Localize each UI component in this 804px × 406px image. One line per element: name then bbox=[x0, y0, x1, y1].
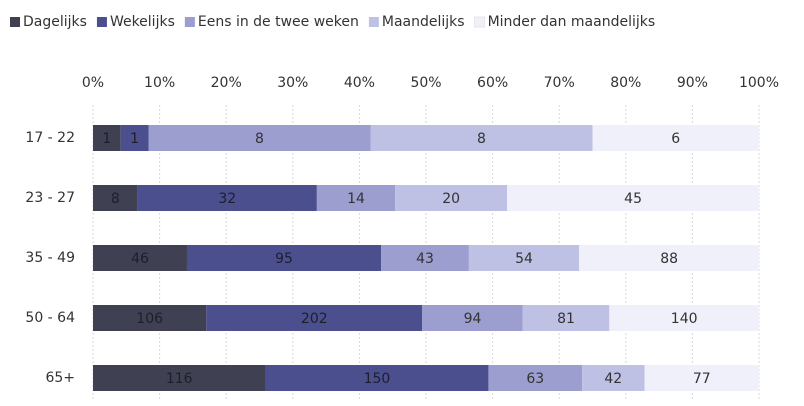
bar-segment bbox=[370, 125, 593, 151]
x-tick-label: 70% bbox=[544, 75, 575, 91]
bar-segment bbox=[186, 245, 382, 271]
bar-value-label: 43 bbox=[416, 251, 434, 267]
x-tick-label: 20% bbox=[211, 75, 242, 91]
bar-segment bbox=[137, 185, 317, 211]
bar-value-label: 20 bbox=[442, 191, 460, 207]
bar-value-label: 1 bbox=[130, 131, 139, 147]
bar-segment bbox=[579, 245, 759, 271]
bar-segment bbox=[206, 305, 423, 331]
bar-value-label: 6 bbox=[671, 131, 680, 147]
bar-segment bbox=[381, 245, 469, 271]
y-tick-label: 50 - 64 bbox=[25, 310, 75, 326]
legend-swatch bbox=[368, 17, 379, 27]
bar-value-label: 81 bbox=[557, 311, 575, 327]
bar-value-label: 32 bbox=[218, 191, 236, 207]
bar-value-label: 8 bbox=[477, 131, 486, 147]
bar-segment bbox=[148, 125, 371, 151]
bar-segment bbox=[93, 185, 138, 211]
bar-segment bbox=[93, 245, 187, 271]
bar-segment bbox=[93, 305, 207, 331]
bar-segment bbox=[592, 125, 759, 151]
legend-label: Dagelijks bbox=[23, 14, 87, 30]
legend-swatch bbox=[10, 17, 20, 27]
bar-value-label: 54 bbox=[515, 251, 533, 267]
y-tick-label: 23 - 27 bbox=[25, 190, 75, 206]
bar-value-label: 202 bbox=[301, 311, 328, 327]
legend-label: Minder dan maandelijks bbox=[488, 14, 656, 30]
bar-value-label: 140 bbox=[671, 311, 698, 327]
bar-segment bbox=[582, 365, 645, 391]
bar-value-label: 116 bbox=[166, 371, 193, 387]
legend-label: Maandelijks bbox=[382, 14, 465, 30]
bar-segment bbox=[93, 125, 121, 151]
bar-segment bbox=[468, 245, 580, 271]
bar-segment bbox=[93, 365, 266, 391]
bar-value-label: 8 bbox=[255, 131, 264, 147]
bar-value-label: 46 bbox=[131, 251, 149, 267]
bar-value-label: 1 bbox=[102, 131, 111, 147]
x-tick-label: 10% bbox=[144, 75, 175, 91]
legend-swatch bbox=[184, 17, 195, 27]
bar-value-label: 42 bbox=[604, 371, 622, 387]
bar-segment bbox=[265, 365, 489, 391]
bar-value-label: 106 bbox=[136, 311, 163, 327]
legend-swatch bbox=[474, 16, 486, 28]
legend-swatch bbox=[96, 17, 107, 27]
x-tick-label: 30% bbox=[277, 75, 308, 91]
bar-segment bbox=[120, 125, 149, 151]
legend-label: Eens in de twee weken bbox=[198, 14, 359, 30]
bar-value-label: 88 bbox=[660, 251, 678, 267]
bar-segment bbox=[395, 185, 508, 211]
x-tick-label: 0% bbox=[82, 75, 104, 91]
bar-segment bbox=[507, 185, 759, 211]
x-tick-label: 60% bbox=[477, 75, 508, 91]
legend-label: Wekelijks bbox=[110, 14, 175, 30]
bar-segment bbox=[609, 305, 759, 331]
bar-segment bbox=[644, 365, 759, 391]
x-tick-label: 100% bbox=[739, 75, 779, 91]
bar-value-label: 63 bbox=[526, 371, 544, 387]
bar-segment bbox=[316, 185, 396, 211]
bar-segment bbox=[522, 305, 610, 331]
y-tick-label: 35 - 49 bbox=[25, 250, 75, 266]
y-tick-label: 17 - 22 bbox=[25, 130, 75, 146]
bar-segment bbox=[488, 365, 583, 391]
x-tick-label: 50% bbox=[410, 75, 441, 91]
bar-value-label: 45 bbox=[624, 191, 642, 207]
bar-value-label: 77 bbox=[693, 371, 711, 387]
bar-value-label: 95 bbox=[275, 251, 293, 267]
y-tick-label: 65+ bbox=[45, 370, 75, 386]
bar-value-label: 150 bbox=[364, 371, 391, 387]
x-tick-label: 80% bbox=[610, 75, 641, 91]
x-tick-label: 40% bbox=[344, 75, 375, 91]
bar-segment bbox=[422, 305, 523, 331]
bar-value-label: 14 bbox=[347, 191, 365, 207]
x-tick-label: 90% bbox=[677, 75, 708, 91]
bar-value-label: 8 bbox=[111, 191, 120, 207]
bar-value-label: 94 bbox=[464, 311, 482, 327]
